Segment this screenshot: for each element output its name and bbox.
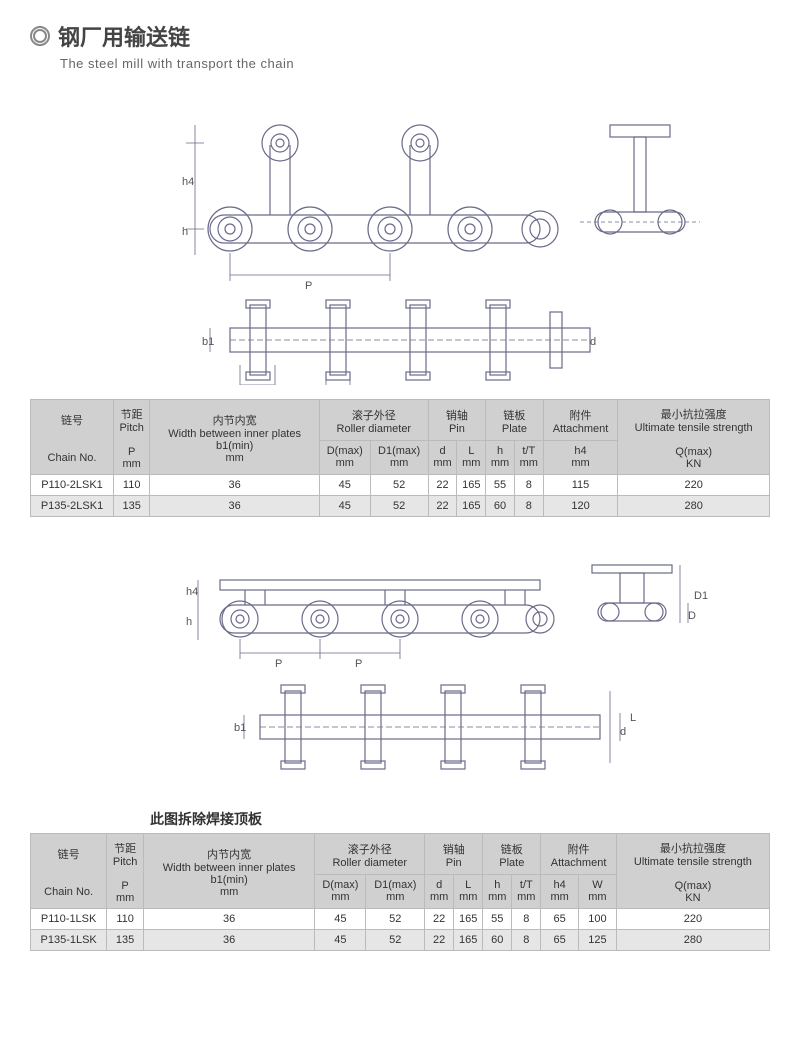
spec-table-1: 链号Chain No. 节距PitchPmm 内节内宽Width between… [30,399,770,517]
svg-text:D: D [688,610,696,622]
svg-text:h4: h4 [182,176,194,188]
svg-text:L: L [630,712,636,724]
th-roller-en: Roller diameter [337,423,412,435]
th-pitch-en: Pitch [119,422,143,434]
th-pin-en: Pin [449,423,465,435]
svg-text:P: P [355,658,362,670]
svg-text:D1: D1 [694,590,708,602]
diagram-2: h4 h P P D1 D b1 d L [30,535,770,795]
th-width-en: Width between inner plates [168,428,301,440]
svg-text:h4: h4 [186,586,198,598]
svg-text:d: d [620,726,626,738]
svg-text:h: h [182,226,188,238]
svg-text:d: d [590,336,596,348]
table-row: P110-2LSK111036 4552 22165 558 115220 [31,475,770,496]
svg-text:P: P [305,280,312,292]
th-roller-cn: 滚子外径 [352,410,396,422]
svg-text:h: h [186,616,192,628]
th-attach-cn: 附件 [570,410,592,422]
th-chain-cn: 链号 [61,415,83,427]
svg-text:b1: b1 [202,336,214,348]
th-chain-en: Chain No. [48,452,97,464]
title-english: The steel mill with transport the chain [60,56,770,71]
table-row: P135-1LSK13536 4552 22165 608 65125280 [31,930,770,951]
diagram-2-caption: 此图拆除焊接顶板 [150,809,770,829]
bullet-icon [30,26,50,46]
th-plate-en: Plate [502,423,527,435]
th-width-cn: 内节内宽 [213,415,257,427]
th-tensile-cn: 最小抗拉强度 [661,409,727,421]
title-chinese: 钢厂用输送链 [58,20,190,52]
diagram-1: h4 h P b1 D D1 d [30,85,770,385]
th-tensile-en: Ultimate tensile strength [635,422,753,434]
th-attach-en: Attachment [553,423,609,435]
table-row: P110-1LSK11036 4552 22165 558 65100220 [31,909,770,930]
page-header: 钢厂用输送链 [30,20,770,52]
spec-table-2: 链号Chain No. 节距PitchPmm 内节内宽Width between… [30,833,770,951]
th-plate-cn: 链板 [503,410,525,422]
table-row: P135-2LSK113536 4552 22165 608 120280 [31,496,770,517]
svg-text:b1: b1 [234,722,246,734]
th-pin-cn: 销轴 [446,410,468,422]
svg-text:P: P [275,658,282,670]
th-pitch-cn: 节距 [121,409,143,421]
